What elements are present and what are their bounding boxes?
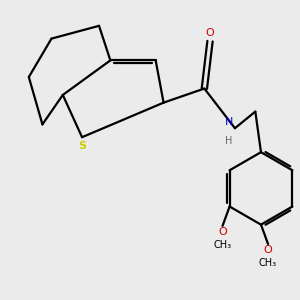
Text: H: H: [225, 136, 232, 146]
Text: O: O: [206, 28, 214, 38]
Text: S: S: [78, 141, 86, 151]
Text: CH₃: CH₃: [259, 258, 277, 268]
Text: O: O: [264, 245, 272, 256]
Text: CH₃: CH₃: [214, 240, 232, 250]
Text: N: N: [225, 117, 233, 127]
Text: O: O: [218, 227, 227, 237]
